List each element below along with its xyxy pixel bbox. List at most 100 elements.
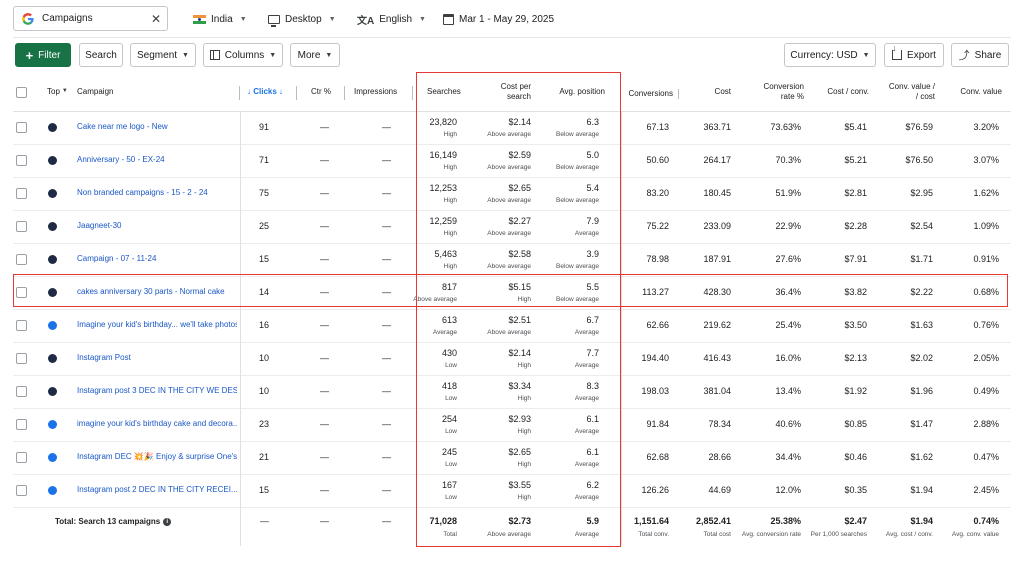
campaign-link[interactable]: Anniversary - 50 - EX-24 bbox=[77, 155, 165, 164]
conversions-value: 126.26 bbox=[641, 485, 669, 495]
table-row[interactable]: Instagram post 3 DEC IN THE CITY WE DES.… bbox=[13, 376, 1011, 409]
searches-level: Low bbox=[445, 494, 457, 501]
campaign-link[interactable]: imagine your kid's birthday cake and dec… bbox=[77, 419, 237, 428]
campaign-link[interactable]: Jaagneet-30 bbox=[77, 221, 122, 230]
campaign-link[interactable]: Cake near me logo - New bbox=[77, 122, 168, 131]
campaign-link[interactable]: Instagram DEC 💥🎉 Enjoy & surprise One's … bbox=[77, 452, 237, 461]
total-row: Total: Search 13 campaigns i — — — 71,028… bbox=[13, 508, 1011, 546]
campaign-link[interactable]: Non branded campaigns - 15 - 2 - 24 bbox=[77, 188, 208, 197]
header-campaign-label: Campaign bbox=[77, 87, 114, 96]
header-cost-per-conv[interactable]: Cost / conv. bbox=[813, 72, 869, 112]
header-ctr[interactable]: Ctr % bbox=[311, 72, 337, 112]
device-selector[interactable]: Desktop ▼ bbox=[268, 12, 336, 27]
table-row[interactable]: Non branded campaigns - 15 - 2 - 24 75 — — 1… bbox=[13, 178, 1011, 211]
header-impressions-label: Impressions bbox=[354, 87, 398, 96]
cost-per-search-value: $5.15 bbox=[508, 282, 531, 292]
language-selector[interactable]: 文A English ▼ bbox=[357, 12, 426, 27]
share-button[interactable]: ⤴ Share bbox=[951, 43, 1009, 67]
header-conversion-rate[interactable]: Conversion rate % bbox=[748, 72, 804, 112]
row-checkbox[interactable] bbox=[16, 485, 27, 496]
cost-per-search-value: $2.65 bbox=[508, 183, 531, 193]
select-all-checkbox[interactable] bbox=[16, 87, 27, 98]
search-label: Search bbox=[85, 49, 117, 61]
export-button[interactable]: Export bbox=[884, 43, 944, 67]
row-checkbox[interactable] bbox=[16, 122, 27, 133]
ctr-value: — bbox=[320, 287, 329, 297]
filter-button[interactable]: + Filter bbox=[15, 43, 71, 67]
header-avg-position[interactable]: Avg. position bbox=[547, 72, 605, 112]
conversion-rate-value: 13.4% bbox=[775, 386, 801, 396]
info-icon[interactable]: i bbox=[163, 517, 172, 526]
total-conv-value-sub: Avg. conv. value bbox=[951, 531, 999, 538]
header-top[interactable]: Top ▼ bbox=[47, 72, 77, 112]
india-flag-icon bbox=[193, 14, 206, 24]
header-impressions[interactable]: Impressions bbox=[354, 72, 410, 112]
total-label: Total: Search 13 campaigns i bbox=[55, 517, 172, 526]
cost-per-search-value: $2.14 bbox=[508, 117, 531, 127]
ctr-value: — bbox=[320, 353, 329, 363]
campaign-link[interactable]: cakes anniversary 30 parts - Normal cake bbox=[77, 287, 225, 296]
table-row[interactable]: cakes anniversary 30 parts - Normal cake… bbox=[13, 277, 1011, 310]
header-clicks[interactable]: ↓ Clicks ↓ bbox=[245, 72, 293, 112]
row-checkbox[interactable] bbox=[16, 386, 27, 397]
campaign-search-box[interactable]: Campaigns ✕ bbox=[13, 6, 168, 31]
search-button[interactable]: Search bbox=[79, 43, 123, 67]
row-checkbox[interactable] bbox=[16, 254, 27, 265]
table-row[interactable]: Instagram Post 10 — — 430 Low $2.14 High 7.7 Aver… bbox=[13, 343, 1011, 376]
cost-per-search-level: High bbox=[517, 494, 531, 501]
row-checkbox[interactable] bbox=[16, 353, 27, 364]
table-row[interactable]: Cake near me logo - New 91 — — 23,820 High $2.… bbox=[13, 112, 1011, 145]
row-checkbox[interactable] bbox=[16, 452, 27, 463]
conv-value-value: 1.62% bbox=[973, 188, 999, 198]
cost-value: 233.09 bbox=[703, 221, 731, 231]
table-row[interactable]: imagine your kid's birthday cake and dec… bbox=[13, 409, 1011, 442]
table-row[interactable]: Instagram post 2 DEC IN THE CITY RECEI..… bbox=[13, 475, 1011, 508]
location-selector[interactable]: India ▼ bbox=[193, 12, 247, 26]
total-conv-value: 0.74% bbox=[973, 516, 999, 526]
header-searches[interactable]: Searches bbox=[427, 72, 467, 112]
campaign-link[interactable]: Instagram post 2 DEC IN THE CITY RECEI..… bbox=[77, 485, 237, 494]
header-conv-value[interactable]: Conv. value bbox=[948, 72, 1002, 112]
conv-value-per-cost-value: $1.94 bbox=[910, 485, 933, 495]
more-button[interactable]: More ▼ bbox=[290, 43, 340, 67]
row-checkbox[interactable] bbox=[16, 155, 27, 166]
total-cost: 2,852.41 bbox=[695, 516, 731, 526]
header-campaign[interactable]: Campaign bbox=[77, 72, 227, 112]
table-row[interactable]: Campaign - 07 - 11-24 15 — — 5,463 High $2.58 A… bbox=[13, 244, 1011, 277]
header-conversions[interactable]: Conversions bbox=[617, 74, 673, 114]
columns-button[interactable]: Columns ▼ bbox=[203, 43, 283, 67]
row-checkbox[interactable] bbox=[16, 287, 27, 298]
cost-per-search-level: Above average bbox=[487, 230, 531, 237]
row-checkbox[interactable] bbox=[16, 221, 27, 232]
segment-button[interactable]: Segment ▼ bbox=[130, 43, 196, 67]
table-row[interactable]: Anniversary - 50 - EX-24 71 — — 16,149 High $2… bbox=[13, 145, 1011, 178]
table-row[interactable]: Instagram DEC 💥🎉 Enjoy & surprise One's … bbox=[13, 442, 1011, 475]
conv-value-value: 3.20% bbox=[973, 122, 999, 132]
campaign-link[interactable]: Instagram post 3 DEC IN THE CITY WE DES.… bbox=[77, 386, 237, 395]
impressions-value: — bbox=[382, 386, 391, 396]
row-checkbox[interactable] bbox=[16, 320, 27, 331]
header-cost[interactable]: Cost bbox=[693, 72, 731, 112]
campaign-link[interactable]: Imagine your kid's birthday... we'll tak… bbox=[77, 320, 237, 329]
row-checkbox[interactable] bbox=[16, 419, 27, 430]
close-icon[interactable]: ✕ bbox=[150, 11, 161, 26]
date-range-selector[interactable]: Mar 1 - May 29, 2025 bbox=[443, 12, 554, 26]
header-cost-per-search[interactable]: Cost per search bbox=[485, 72, 531, 112]
currency-selector[interactable]: Currency: USD ▼ bbox=[784, 43, 876, 67]
row-checkbox[interactable] bbox=[16, 188, 27, 199]
clicks-value: 10 bbox=[258, 353, 269, 363]
searches-level: Low bbox=[445, 395, 457, 402]
header-conv-value-per-cost[interactable]: Conv. value / / cost bbox=[879, 72, 935, 112]
impressions-value: — bbox=[382, 155, 391, 165]
campaign-link[interactable]: Campaign - 07 - 11-24 bbox=[77, 254, 157, 263]
campaign-link[interactable]: Instagram Post bbox=[77, 353, 131, 362]
conv-value-value: 0.76% bbox=[973, 320, 999, 330]
download-icon bbox=[892, 43, 903, 60]
cost-value: 264.17 bbox=[703, 155, 731, 165]
search-value[interactable]: Campaigns bbox=[42, 13, 93, 24]
clicks-value: 10 bbox=[258, 386, 269, 396]
table-row[interactable]: Jaagneet-30 25 — — 12,259 High $2.27 Above aver… bbox=[13, 211, 1011, 244]
searches-level: High bbox=[443, 263, 457, 270]
table-row[interactable]: Imagine your kid's birthday... we'll tak… bbox=[13, 310, 1011, 343]
cost-per-search-level: High bbox=[517, 428, 531, 435]
